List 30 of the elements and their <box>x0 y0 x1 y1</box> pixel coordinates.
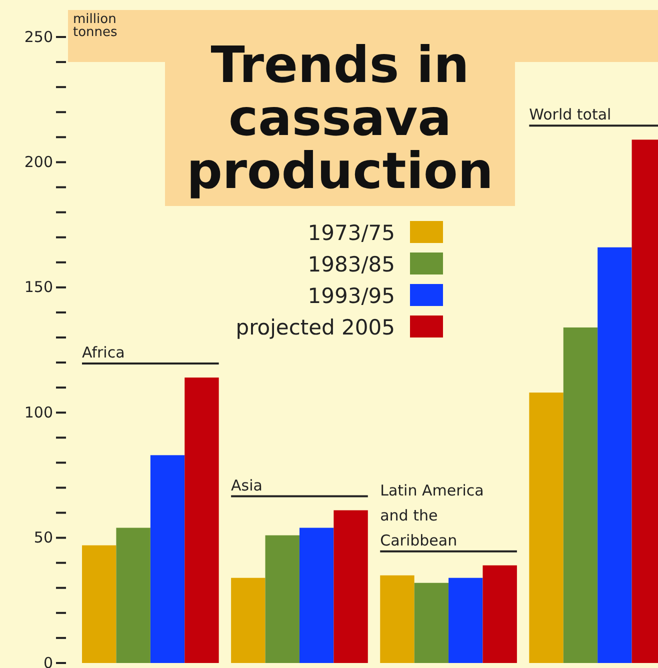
bar <box>231 578 266 663</box>
y-tick-label: 50 <box>34 528 53 547</box>
bar <box>448 578 483 663</box>
x-tick-label: Africa <box>82 344 125 362</box>
x-tick-label: Latin America and the Caribbean <box>380 481 484 550</box>
bar <box>529 392 564 663</box>
legend-label: projected 2005 <box>236 316 395 340</box>
bar <box>414 582 449 663</box>
bar <box>299 528 334 663</box>
text: Trends in cassava production <box>186 36 494 200</box>
x-tick-label: World total <box>529 106 612 124</box>
legend-label: 1993/95 <box>308 284 395 308</box>
y-tick-label: 0 <box>43 654 53 668</box>
bar <box>265 535 300 663</box>
bar <box>116 528 150 663</box>
bar <box>150 455 185 663</box>
y-tick-label: 200 <box>24 153 53 171</box>
bar <box>184 378 219 663</box>
legend-label: 1973/75 <box>308 221 395 245</box>
bar <box>334 510 368 663</box>
x-tick-label: Asia <box>231 476 262 494</box>
bar <box>563 327 598 663</box>
bar <box>380 575 414 663</box>
bar <box>482 565 517 663</box>
bar <box>82 545 116 663</box>
legend-label: 1983/85 <box>308 252 395 276</box>
y-tick-label: 100 <box>24 403 53 422</box>
y-tick-label: 150 <box>24 278 53 296</box>
y-tick-label: 250 <box>24 28 53 46</box>
y-axis-title: million tonnes <box>73 12 118 40</box>
